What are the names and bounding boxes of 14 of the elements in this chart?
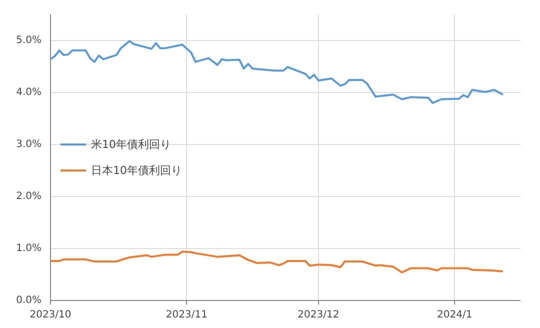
y-tick-label: 2.0% (16, 191, 42, 202)
line-series (50, 250, 504, 274)
y-tick-label: 4.0% (16, 87, 42, 98)
legend-label: 日本10年債利回り (91, 162, 182, 178)
x-tick-label: 2023/11 (166, 310, 208, 320)
legend-label: 米10年債利回り (91, 136, 171, 152)
x-tick-label: 2024/1 (437, 310, 472, 320)
y-tick-label: 5.0% (16, 35, 42, 46)
y-tick-label: 1.0% (16, 243, 42, 254)
line-series (50, 40, 504, 104)
y-tick-label: 0.0% (16, 295, 42, 306)
x-tick-label: 2023/12 (298, 310, 340, 320)
x-tick-label: 2023/10 (30, 310, 72, 320)
y-tick-label: 3.0% (16, 139, 42, 150)
